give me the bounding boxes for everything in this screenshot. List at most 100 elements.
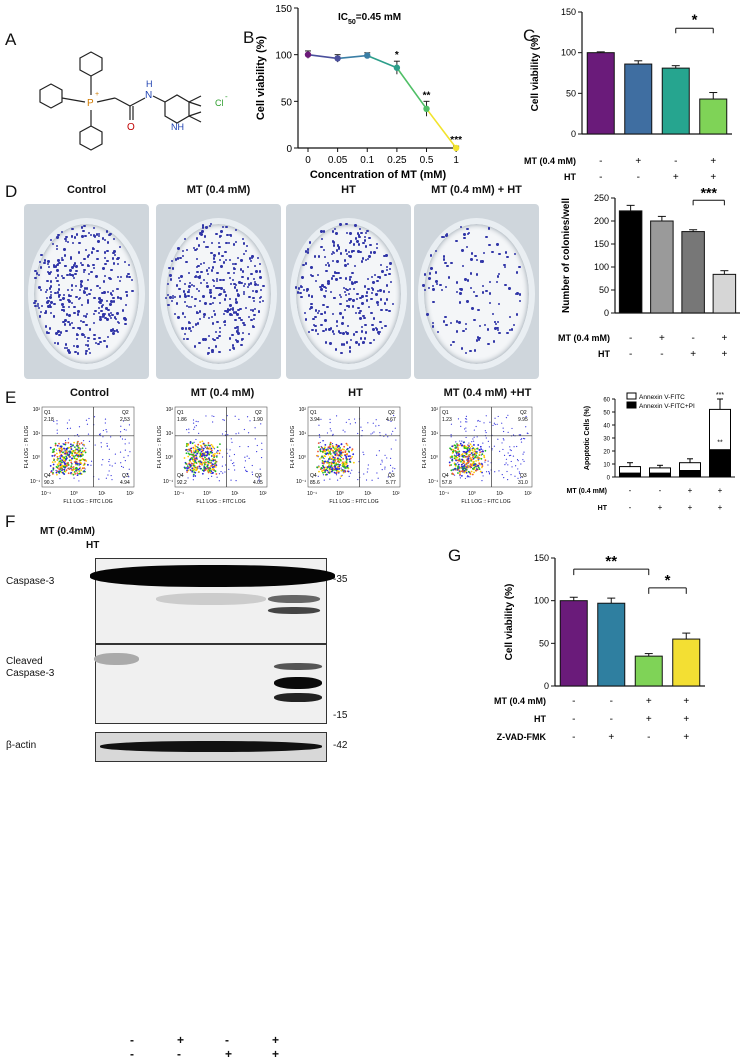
event-dot: [454, 449, 457, 452]
event-dot: [190, 453, 192, 456]
event-dot: [510, 449, 512, 452]
event-dot: [77, 451, 80, 453]
event-dot: [325, 466, 327, 469]
event-dot: [520, 463, 522, 465]
event-dot: [332, 446, 335, 449]
event-dot: [317, 442, 320, 445]
event-dot: [460, 425, 462, 427]
event-dot: [73, 457, 76, 460]
event-dot: [70, 454, 73, 457]
event-dot: [196, 456, 198, 458]
event-dot: [76, 467, 78, 470]
event-dot: [319, 436, 321, 438]
event-dot: [58, 455, 61, 458]
y-tick-label: 60: [603, 398, 610, 404]
event-dot: [462, 468, 465, 471]
event-dot: [55, 469, 57, 472]
event-dot: [335, 463, 338, 466]
event-dot: [334, 453, 337, 456]
event-dot: [72, 444, 74, 446]
event-dot: [185, 462, 187, 465]
treatment-mark: +: [608, 732, 614, 743]
event-dot: [454, 463, 456, 466]
treatment-mark: +: [718, 486, 723, 495]
event-dot: [335, 474, 338, 476]
quadrant-value: 4.67: [386, 417, 396, 423]
event-dot: [69, 427, 72, 429]
event-dot: [225, 464, 227, 466]
event-dot: [325, 448, 328, 451]
event-dot: [392, 467, 394, 469]
treatment-row-label: MT (0.4 mM): [524, 156, 576, 166]
event-dot: [194, 457, 196, 459]
event-dot: [186, 429, 188, 431]
event-dot: [354, 422, 357, 424]
event-dot: [476, 468, 478, 470]
colony-dish-photo: [156, 204, 281, 379]
legend-swatch: [626, 392, 637, 400]
y-tick-label: 150: [561, 7, 576, 17]
event-dot: [458, 456, 461, 458]
event-dot: [477, 459, 480, 462]
event-dot: [195, 460, 197, 462]
event-dot: [472, 438, 474, 440]
treatment-mark: -: [660, 349, 663, 360]
amide-nitrogen: N: [145, 90, 152, 101]
event-dot: [82, 464, 85, 467]
treatment-mark: -: [691, 333, 694, 344]
event-dot: [477, 444, 480, 446]
event-dot: [330, 463, 333, 465]
event-dot: [454, 465, 457, 467]
event-dot: [51, 455, 54, 457]
event-dot: [192, 479, 194, 481]
event-dot: [340, 467, 342, 469]
event-dot: [324, 446, 326, 449]
event-dot: [459, 466, 461, 468]
event-dot: [227, 434, 229, 436]
event-dot: [377, 477, 379, 479]
y-tick-label: 10: [603, 463, 610, 469]
event-dot: [317, 456, 319, 458]
event-dot: [71, 457, 73, 460]
event-dot: [338, 445, 341, 447]
event-dot: [454, 467, 456, 470]
event-dot: [329, 466, 332, 468]
event-dot: [213, 464, 216, 467]
event-dot: [522, 459, 524, 461]
y-tick-label: 100: [561, 48, 576, 58]
panel-letter-a: A: [5, 30, 17, 49]
panel-letter-d: D: [5, 182, 18, 201]
event-dot: [474, 456, 476, 459]
event-dot: [463, 466, 466, 469]
event-dot: [476, 457, 479, 460]
event-dot: [482, 475, 484, 477]
event-dot: [68, 419, 70, 421]
event-dot: [93, 416, 96, 418]
event-dot: [509, 449, 511, 451]
event-dot: [79, 472, 82, 475]
y-tick-label: 150: [594, 239, 609, 249]
event-dot: [353, 418, 356, 420]
event-dot: [322, 474, 325, 476]
significance-mark: **: [717, 440, 723, 447]
event-dot: [70, 461, 73, 464]
event-dot: [201, 440, 204, 443]
event-dot: [52, 463, 55, 466]
treatment-mark: -: [599, 156, 602, 167]
event-dot: [503, 439, 505, 441]
event-dot: [449, 455, 452, 458]
event-dot: [338, 454, 341, 457]
event-dot: [214, 459, 216, 461]
event-dot: [457, 418, 460, 420]
event-dot: [212, 421, 214, 423]
event-dot: [83, 470, 86, 472]
event-dot: [484, 459, 487, 462]
event-dot: [323, 457, 325, 460]
event-dot: [66, 453, 69, 456]
event-dot: [524, 438, 526, 440]
quadrant-label: Q3: [388, 473, 395, 479]
event-dot: [395, 439, 397, 441]
event-dot: [329, 418, 331, 420]
event-dot: [207, 442, 210, 444]
significance-mark: **: [605, 553, 617, 570]
